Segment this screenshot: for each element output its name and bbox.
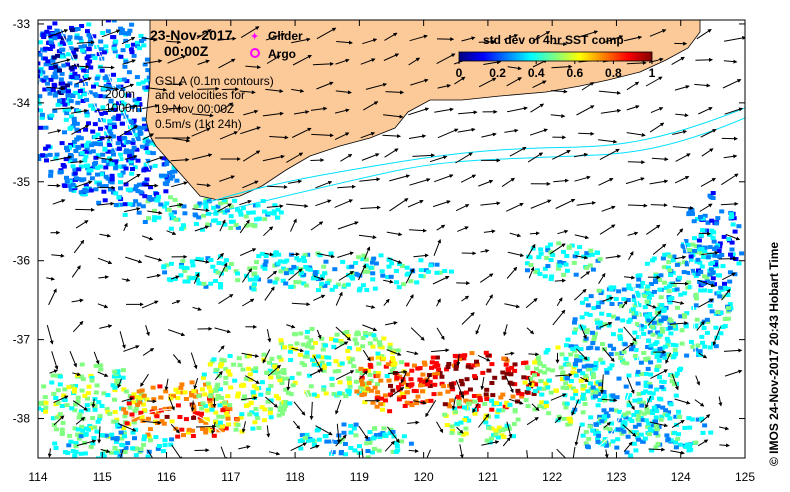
y-tick-label: -38	[13, 412, 31, 426]
y-tick-label: -34	[13, 96, 31, 110]
y-tick-label: -37	[13, 333, 31, 347]
argo-icon	[250, 48, 260, 58]
colorbar-tick-label: 0	[456, 66, 463, 80]
x-tick-label: 123	[606, 470, 626, 484]
map-date: 23-Nov-2017	[150, 27, 233, 43]
velocity-arrows	[46, 26, 745, 458]
colorbar-tick-label: 1	[649, 66, 656, 80]
x-tick-label: 125	[735, 470, 755, 484]
glider-icon: ✦	[250, 31, 259, 43]
colorbar-tick-label: 0.2	[489, 66, 506, 80]
x-tick-label: 124	[671, 470, 691, 484]
colorbar-tick-label: 0.8	[605, 66, 622, 80]
depth-label-1000m: 1000m	[105, 101, 142, 115]
gsla-line-1: GSLA (0.1m contours)	[155, 74, 274, 88]
x-tick-label: 120	[414, 470, 434, 484]
plot-frame	[37, 19, 746, 459]
credit-text: © IMOS 24-Nov-2017 20:43 Hobart Time	[767, 242, 781, 466]
gsla-line-4: 0.5m/s (1kt 24h)	[155, 117, 242, 131]
colorbar-ticks: 0 0.2 0.4 0.6 0.8 1	[456, 61, 656, 80]
argo-label: Argo	[268, 47, 296, 61]
y-tick-label: -36	[13, 254, 31, 268]
gsla-line-2: and velocities for	[155, 88, 245, 102]
x-tick-label: 117	[221, 470, 240, 484]
colorbar-tick-label: 0.6	[566, 66, 583, 80]
y-tick-label: -35	[13, 175, 31, 189]
map-time: 00:00Z	[164, 43, 209, 59]
x-tick-label: 118	[286, 470, 305, 484]
x-tick-label: 122	[542, 470, 562, 484]
x-tick-label: 119	[350, 470, 369, 484]
x-tick-label: 116	[157, 470, 176, 484]
colorbar-title: std dev of 4hr SST comp	[483, 33, 624, 47]
x-axis: 114 115 116 117 118 119 120 121 122 123 124 125	[28, 20, 755, 484]
y-tick-label: -33	[13, 17, 31, 31]
glider-label: Glider	[268, 29, 303, 43]
colorbar	[458, 51, 653, 62]
gsla-line-3: 19-Nov 00:00Z	[155, 102, 234, 116]
depth-label-200m: 200m	[105, 87, 135, 101]
y-axis: -33 -34 -35 -36 -37 -38	[13, 17, 745, 426]
x-tick-label: 121	[478, 470, 498, 484]
x-tick-label: 115	[93, 470, 112, 484]
x-tick-label: 114	[28, 470, 47, 484]
colorbar-tick-label: 0.4	[528, 66, 545, 80]
